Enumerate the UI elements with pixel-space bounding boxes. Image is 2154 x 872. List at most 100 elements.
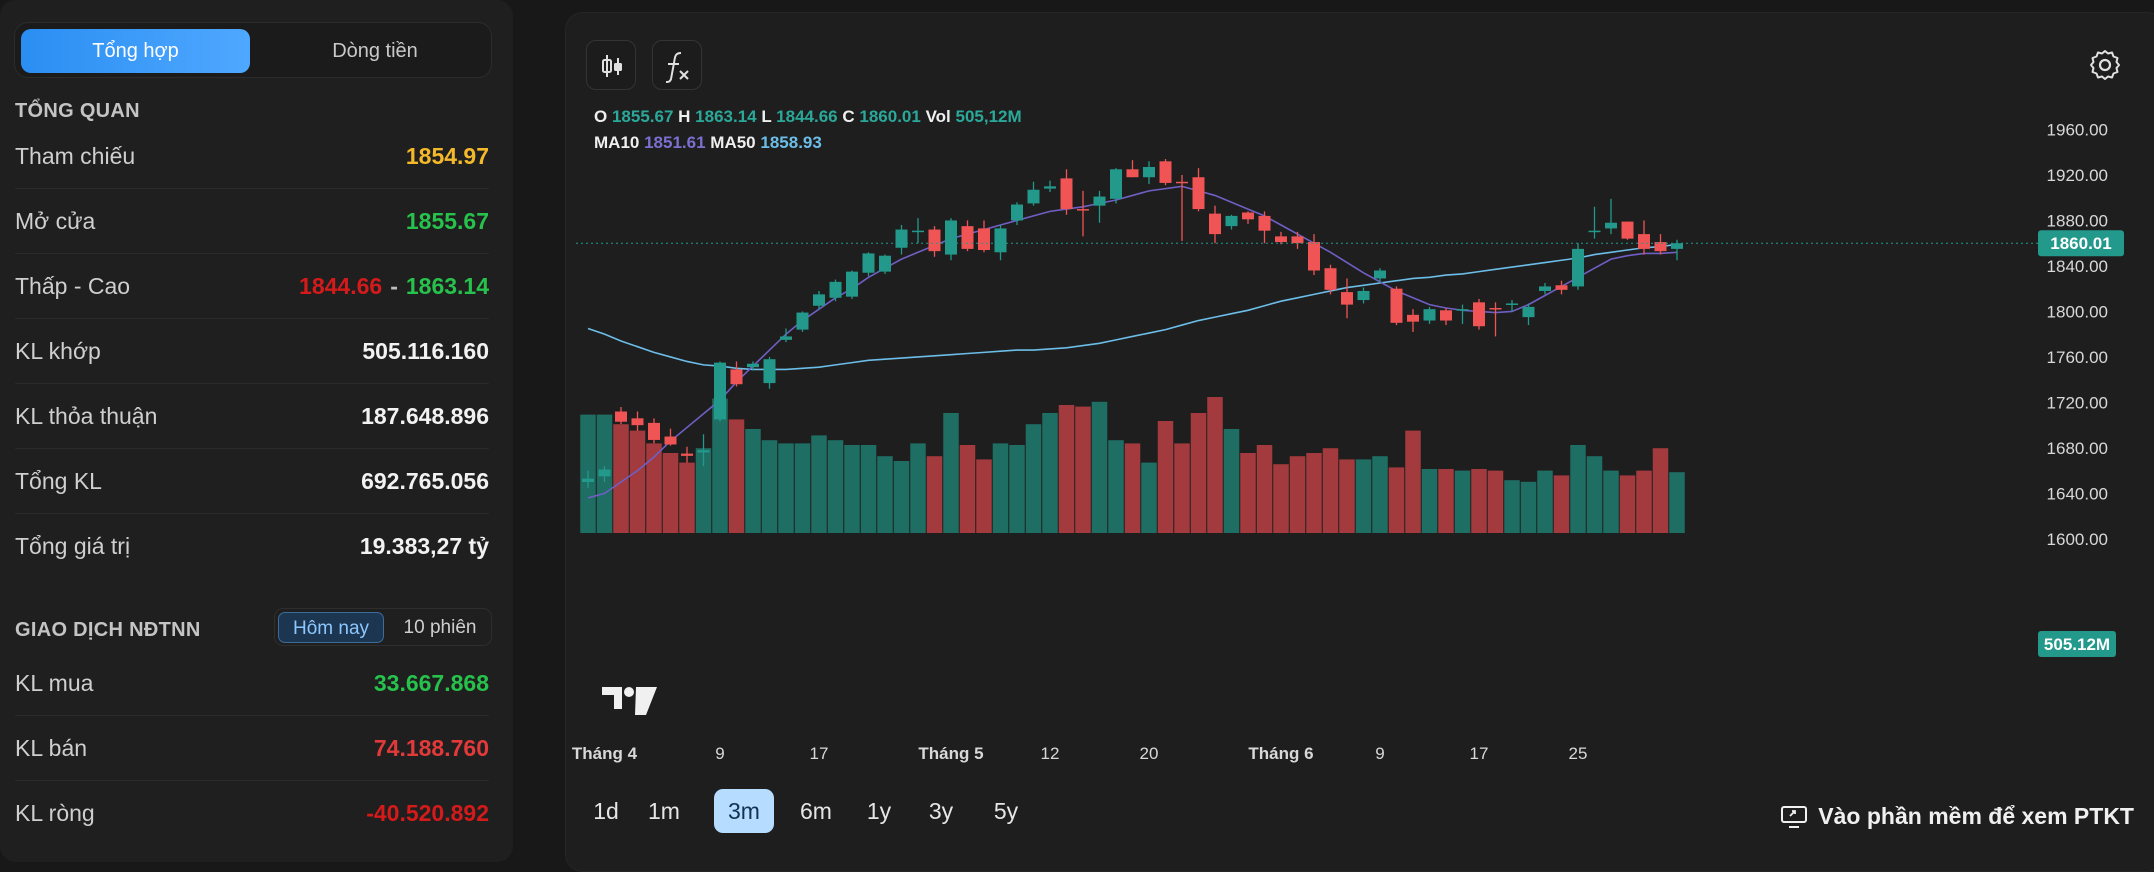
volume-bar [1207, 397, 1223, 533]
candle-body [1489, 308, 1502, 310]
candle-body [1225, 215, 1238, 227]
price-chart[interactable]: 1960.00 1920.00 1880.00 1840.00 1800.00 1760.… [566, 13, 2154, 773]
candlestick-icon [602, 55, 622, 77]
range-3m[interactable]: 3m [714, 789, 774, 833]
price-tick-label: 1840.00 [2047, 257, 2108, 276]
volume-bar [745, 429, 761, 533]
time-tick-label: Tháng 6 [1248, 744, 1313, 763]
candle-body [895, 229, 908, 248]
candle-body [994, 228, 1007, 253]
range-5y[interactable]: 5y [993, 798, 1019, 824]
volume-bar [1075, 406, 1091, 533]
candle-body [1473, 302, 1485, 327]
volume-bar [1025, 424, 1042, 533]
tab-today[interactable]: Hôm nay [278, 612, 384, 643]
tab-dong-tien[interactable]: Dòng tiền [332, 40, 418, 62]
volume-bar [1504, 480, 1520, 533]
volume-bar [992, 443, 1009, 533]
summary-tabs: Tổng hợp Dòng tiền [14, 22, 492, 78]
volume-bar [778, 443, 794, 533]
volume-bar [1636, 470, 1652, 533]
range-6m[interactable]: 6m [800, 798, 832, 824]
row-total-value: Tổng giá trị 19.383,27 tỷ [15, 514, 489, 579]
volume-bar [1322, 448, 1339, 533]
low-high-value: 1844.66-1863.14 [299, 254, 489, 319]
range-3y[interactable]: 3y [928, 798, 954, 824]
candle-body [747, 363, 759, 368]
candle-body [1374, 270, 1386, 279]
volume-bar [1520, 481, 1537, 533]
price-tick-label: 1720.00 [2047, 393, 2108, 412]
candle-body [730, 369, 743, 385]
candlestick-type-button[interactable] [586, 40, 636, 90]
candle-body [1258, 215, 1271, 231]
volume-bar [1438, 469, 1454, 533]
volume-bar [926, 456, 943, 533]
volume-bar [910, 443, 926, 533]
candle-body [1077, 209, 1089, 211]
row-label: KL mua [15, 670, 94, 696]
volume-bar [1553, 475, 1570, 533]
row-label: Thấp - Cao [15, 273, 131, 299]
price-tick-label: 1760.00 [2047, 348, 2108, 367]
volume-bar [1042, 413, 1058, 533]
volume-bar [1421, 469, 1438, 533]
row-label: Mở cửa [15, 208, 96, 234]
tab-tong-hop[interactable]: Tổng hợp [21, 29, 250, 73]
volume-bar [1240, 453, 1256, 533]
candle-body [813, 294, 825, 306]
chart-settings-button[interactable] [2080, 40, 2130, 90]
candle-body [1291, 236, 1304, 244]
range-1y[interactable]: 1y [866, 798, 892, 824]
tab-10-sessions[interactable]: 10 phiên [403, 617, 477, 638]
last-price-tag-value: 1860.01 [2050, 234, 2111, 253]
volume-bar [959, 445, 976, 533]
volume-bar [1091, 401, 1108, 533]
candle-body [598, 469, 611, 477]
foreign-sell-value: 74.188.760 [373, 735, 489, 761]
low-label: L [761, 107, 772, 126]
last-volume-tag-bg [2038, 631, 2116, 657]
foreign-buy-value: 33.667.868 [373, 670, 489, 696]
candle-body [1159, 161, 1172, 183]
volume-bar [1108, 440, 1124, 533]
vol-label: Vol [925, 107, 951, 126]
volume-bar [811, 435, 827, 533]
open-technical-analysis-link[interactable]: Vào phần mềm để xem PTKT [1780, 803, 2134, 830]
volume-bar [1124, 443, 1141, 533]
monitor-icon [1781, 805, 1808, 828]
row-label: KL bán [15, 735, 88, 761]
candle-body [1423, 309, 1436, 321]
candle-body [1654, 242, 1667, 252]
negotiated-volume-value: 187.648.896 [361, 403, 489, 429]
candle-body [978, 228, 990, 251]
reference-price-value: 1854.97 [405, 143, 489, 169]
volume-bar [1669, 472, 1685, 533]
candle-body [1407, 314, 1419, 322]
candle-body [1209, 213, 1221, 235]
indicators-button[interactable] [652, 40, 702, 90]
candle-body [945, 220, 957, 255]
price-tick-label: 1960.00 [2047, 120, 2108, 139]
volume-bar [1652, 448, 1669, 533]
candle-body [1044, 186, 1056, 189]
row-label: Tổng giá trị [15, 533, 131, 559]
candle-body [1555, 285, 1568, 290]
candle-body [631, 418, 644, 426]
ma10-label: MA10 [594, 133, 640, 152]
volume-bar [860, 445, 877, 533]
range-1d[interactable]: 1d [593, 798, 619, 824]
volume-bar [1372, 456, 1388, 533]
close-label: C [842, 107, 855, 126]
volume-bar [1009, 445, 1025, 533]
range-1m[interactable]: 1m [648, 798, 680, 824]
time-tick-label: 17 [1470, 744, 1489, 763]
matched-volume-value: 505.116.160 [362, 338, 489, 364]
candle-body [1440, 310, 1452, 321]
last-price-tag-bg [2038, 230, 2124, 257]
total-value-value: 19.383,27 tỷ [359, 533, 489, 559]
time-axis: Tháng 4 9 17 Tháng 5 12 20 Tháng 6 9 17 25 [572, 744, 1588, 763]
time-tick-label: 25 [1569, 744, 1588, 763]
candle-body [1242, 212, 1254, 220]
row-negotiated-volume: KL thỏa thuận 187.648.896 [15, 384, 489, 449]
